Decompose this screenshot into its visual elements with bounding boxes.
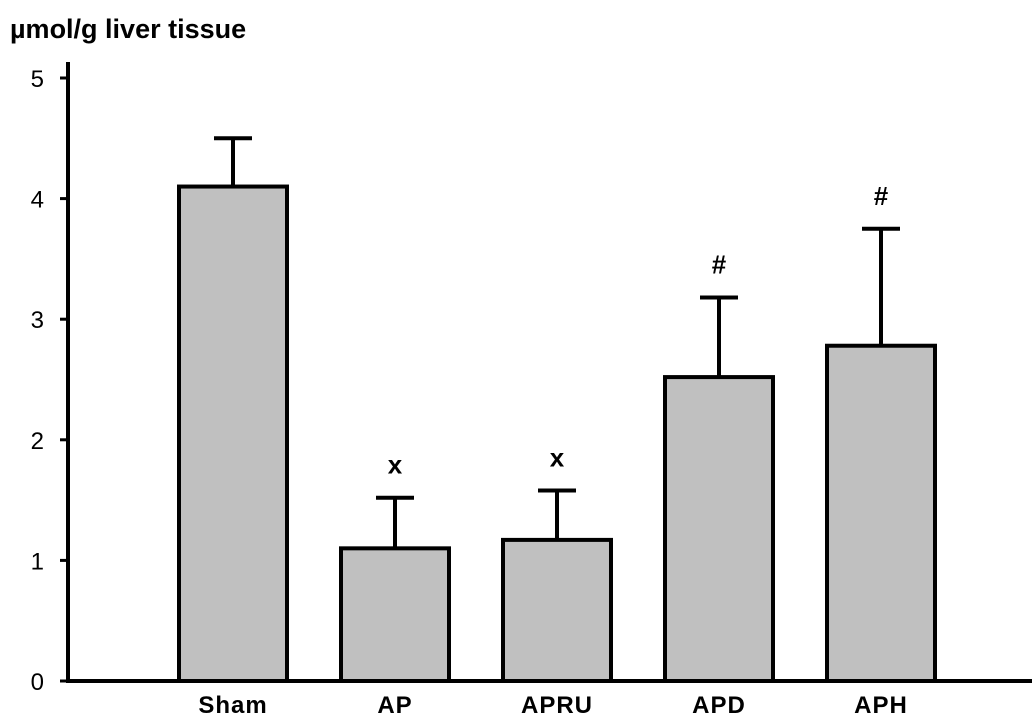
bar-aph — [825, 343, 937, 683]
bar-apru — [501, 537, 613, 684]
bar-sham — [177, 184, 289, 683]
y-tick-label: 0 — [31, 669, 44, 696]
y-tick-label: 1 — [31, 548, 44, 575]
y-tick-label: 5 — [31, 66, 44, 93]
significance-mark-apru: x — [550, 442, 565, 472]
significance-mark-ap: x — [388, 450, 403, 480]
significance-mark-aph: # — [874, 181, 889, 211]
y-tick-label: 3 — [31, 307, 44, 334]
y-axis-label: µmol/g liver tissue — [10, 14, 246, 44]
x-tick-label-sham: Sham — [198, 692, 267, 718]
y-tick-label: 4 — [31, 187, 44, 214]
x-tick-label-aph: APH — [854, 692, 908, 718]
significance-mark-apd: # — [712, 249, 727, 279]
x-tick-label-apd: APD — [692, 692, 746, 718]
bar-apd — [663, 375, 775, 683]
bar-ap — [339, 546, 451, 684]
x-tick-label-ap: AP — [377, 692, 412, 718]
y-tick-label: 2 — [31, 428, 44, 455]
x-tick-label-apru: APRU — [521, 692, 593, 718]
